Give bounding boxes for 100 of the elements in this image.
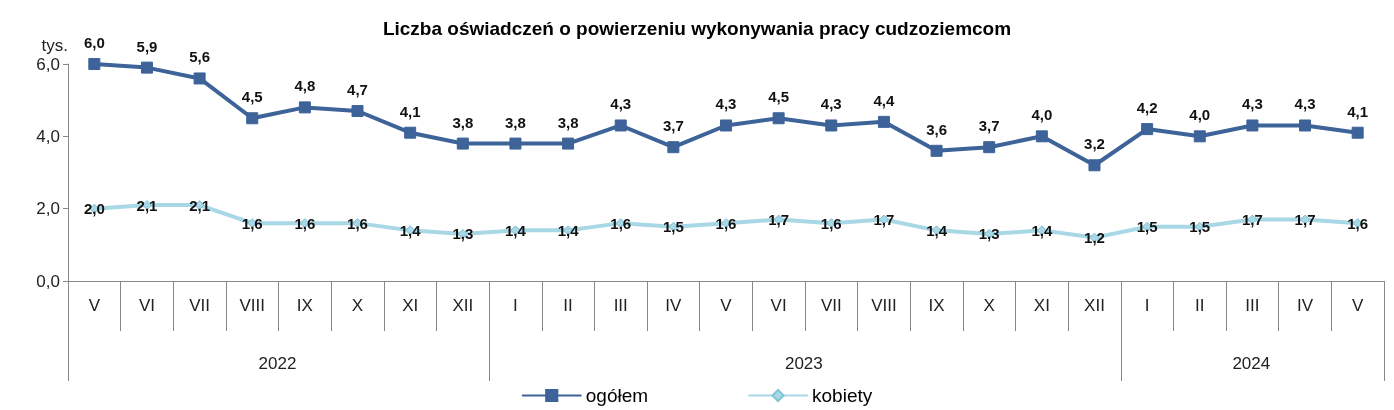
data-label: 4,1 (399, 102, 421, 120)
legend-label: ogółem (585, 385, 649, 406)
data-label: 1,2 (1084, 229, 1105, 247)
data-label: 3,7 (978, 117, 1000, 135)
y-tick-label: 2,0 (36, 199, 60, 219)
data-label: 1,3 (452, 225, 474, 243)
data-label: 4,8 (294, 77, 316, 95)
data-label: 1,4 (557, 221, 580, 239)
data-label: 3,8 (505, 113, 526, 131)
data-label: 1,7 (873, 211, 895, 229)
y-tick-label: 0,0 (36, 271, 60, 291)
data-label: 1,6 (610, 214, 632, 232)
data-label: 1,5 (662, 218, 684, 236)
data-label: 1,4 (926, 221, 948, 239)
data-label: 3,6 (926, 120, 947, 138)
x-tick-label: X (351, 296, 364, 315)
point (509, 137, 522, 150)
data-label: 1,6 (715, 214, 737, 232)
data-label: 2,1 (136, 196, 158, 214)
point (1141, 123, 1154, 136)
point (983, 141, 996, 154)
data-label: 1,6 (347, 214, 368, 232)
x-tick-label: V (1352, 296, 1365, 315)
x-tick-label: II (563, 296, 573, 315)
data-label: 2,0 (83, 200, 105, 218)
data-label: 1,4 (1031, 221, 1053, 239)
x-tick-label: I (1144, 296, 1150, 315)
x-tick-label: X (983, 296, 995, 315)
x-tick-label: III (1245, 296, 1260, 315)
x-tick-label: IV (665, 296, 683, 315)
data-label: 4,3 (1294, 95, 1316, 113)
data-label: 4,3 (715, 95, 737, 113)
point (140, 61, 153, 74)
point (193, 72, 206, 85)
data-label: 4,4 (873, 91, 895, 109)
x-tick-label: VIII (239, 296, 265, 315)
point (614, 119, 627, 132)
x-tick-label: VIII (871, 296, 897, 315)
data-label: 1,6 (820, 214, 842, 232)
x-tick-label: IX (296, 296, 313, 315)
data-label: 4,3 (610, 95, 632, 113)
data-label: 4,5 (768, 88, 790, 106)
text: 2022 (258, 354, 297, 373)
x-tick-label: II (1195, 296, 1205, 315)
point (404, 126, 417, 139)
data-label: 4,3 (1241, 95, 1263, 113)
point (1246, 119, 1259, 132)
x-tick-label: I (513, 296, 518, 315)
data-label: 1,3 (978, 225, 1000, 243)
chart-title: Liczba oświadczeń o powierzeniu wykonywania pracy cudzoziemcom (382, 18, 1012, 39)
point (351, 105, 364, 118)
data-label: 1,6 (241, 214, 263, 232)
data-label: 4,5 (241, 88, 263, 106)
y-tick-label: 4,0 (36, 126, 60, 146)
data-label: 1,5 (1189, 218, 1211, 236)
data-label: 4,2 (1136, 99, 1158, 117)
data-label: 1,7 (1241, 211, 1263, 229)
x-tick-label: XI (1033, 296, 1050, 315)
point (667, 141, 680, 154)
point (877, 115, 890, 128)
point (298, 101, 311, 114)
data-label: 4,3 (820, 95, 842, 113)
y-axis-title: tys. (41, 36, 68, 55)
data-label: 1,4 (505, 221, 527, 239)
data-label: 5,9 (136, 37, 158, 55)
x-tick-label: XI (402, 296, 419, 315)
data-label: 2,1 (189, 196, 211, 214)
point (562, 137, 575, 150)
text: 2024 (1232, 354, 1271, 373)
data-label: 4,1 (1347, 102, 1369, 120)
point (720, 119, 732, 132)
data-label: 3,7 (662, 117, 684, 135)
legend-label: kobiety (812, 385, 873, 406)
point (88, 58, 101, 70)
data-label: 1,7 (768, 211, 790, 229)
data-label: 3,2 (1084, 135, 1105, 153)
data-label: 1,4 (399, 221, 422, 239)
data-label: 3,8 (557, 113, 579, 131)
x-tick-label: XII (1084, 296, 1105, 315)
x-tick-label: V (88, 296, 101, 315)
point (825, 119, 838, 132)
x-tick-label: IV (1297, 296, 1314, 315)
data-label: 1,5 (1136, 218, 1158, 236)
x-tick-label: IX (928, 296, 945, 315)
data-label: 3,8 (452, 113, 474, 131)
point (772, 112, 785, 125)
point (1035, 130, 1048, 143)
data-label: 6,0 (83, 34, 105, 51)
data-label: 4,0 (1189, 106, 1211, 124)
x-tick-label: VI (770, 296, 787, 315)
point (246, 112, 259, 125)
x-tick-label: V (720, 296, 733, 315)
x-tick-label: VII (820, 296, 842, 315)
y-tick-label: 6,0 (36, 54, 60, 74)
data-label: 5,6 (189, 48, 211, 66)
data-label: 4,0 (1031, 106, 1053, 124)
text: 2023 (784, 354, 823, 373)
x-tick-label: VI (138, 296, 155, 315)
point (1299, 119, 1312, 132)
data-label: 1,7 (1294, 211, 1316, 229)
